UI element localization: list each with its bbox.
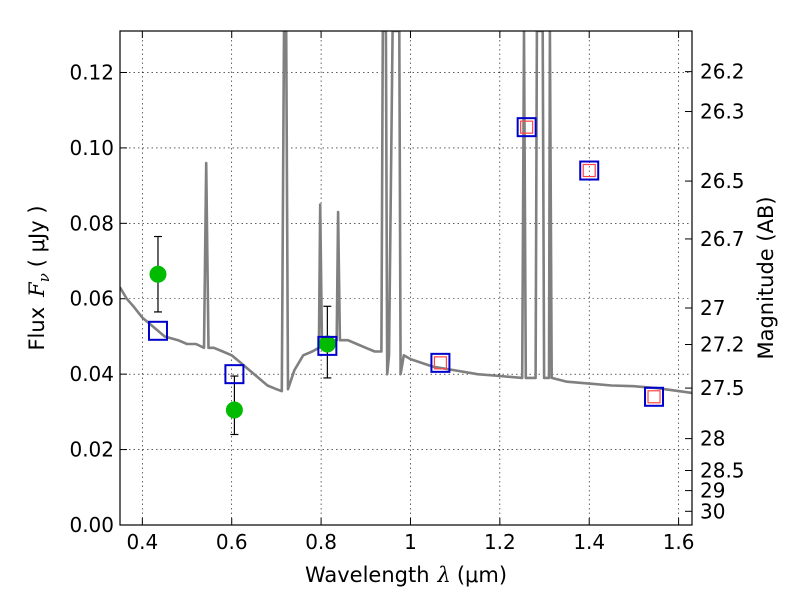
y-tick-label: 0.12 bbox=[69, 60, 114, 84]
y-tick-label: 0.00 bbox=[69, 513, 114, 537]
y-tick-label: 0.04 bbox=[69, 362, 114, 386]
x-tick-label: 1.4 bbox=[573, 530, 605, 554]
observed-point bbox=[318, 335, 336, 353]
x-axis-label-text: Wavelength bbox=[305, 563, 430, 587]
plot-frame bbox=[119, 30, 693, 526]
y-tick-label: 0.06 bbox=[69, 287, 114, 311]
right-y-tick-label: 26.3 bbox=[700, 100, 745, 124]
photometry-layer bbox=[147, 117, 665, 436]
right-y-tick-label: 26.7 bbox=[700, 227, 745, 251]
x-tick-label: 1 bbox=[404, 530, 417, 554]
x-axis-label: Wavelength λ (μm) bbox=[305, 563, 507, 587]
observed-point bbox=[149, 265, 167, 283]
right-y-tick-label: 26.2 bbox=[700, 60, 745, 84]
tick-labels: 0.4 0.6 0.8 1 1.2 1.4 1.6 0.00 0.02 0.04 0.06 0.08 0… bbox=[69, 60, 744, 554]
model-photometry-square bbox=[516, 117, 537, 138]
model-photometry-square bbox=[317, 335, 338, 356]
right-y-tick-label: 26.5 bbox=[700, 169, 745, 193]
model-photometry-square bbox=[147, 320, 168, 341]
right-y-tick-label: 28.5 bbox=[700, 458, 745, 482]
model-photometry-square bbox=[579, 160, 600, 181]
axis-ticks bbox=[120, 31, 692, 526]
y-axis-label-subscript: ν bbox=[35, 273, 53, 282]
model-photometry-square bbox=[644, 386, 665, 407]
upper-limit-square bbox=[433, 356, 448, 370]
y-tick-label: 0.10 bbox=[69, 136, 114, 160]
model-photometry-square bbox=[224, 364, 245, 385]
x-tick-label: 1.6 bbox=[663, 530, 695, 554]
upper-limit-square bbox=[647, 390, 661, 404]
model-sed-layer bbox=[120, 31, 692, 395]
right-y-tick-label: 29 bbox=[700, 479, 725, 503]
observed-point bbox=[225, 401, 243, 419]
right-axis-label: Magnitude (AB) bbox=[754, 196, 778, 359]
x-tick-label: 1.2 bbox=[484, 530, 516, 554]
model-photometry-square bbox=[430, 352, 451, 373]
right-y-tick-label: 27.2 bbox=[700, 333, 745, 357]
y-axis-label-text: Flux bbox=[25, 307, 49, 351]
x-axis-label-unit: (μm) bbox=[457, 563, 507, 587]
y-axis-label: Flux Fν ( μJy ) bbox=[25, 205, 53, 350]
x-tick-label: 0.4 bbox=[126, 530, 158, 554]
x-tick-label: 0.6 bbox=[216, 530, 248, 554]
right-y-tick-label: 30 bbox=[700, 499, 725, 523]
y-tick-label: 0.08 bbox=[69, 211, 114, 235]
y-tick-label: 0.02 bbox=[69, 438, 114, 462]
y-axis-label-unit: ( μJy ) bbox=[25, 205, 49, 267]
right-y-tick-label: 28 bbox=[700, 427, 725, 451]
x-tick-label: 0.8 bbox=[305, 530, 337, 554]
x-axis-label-symbol: λ bbox=[437, 563, 451, 587]
upper-limit-square bbox=[520, 120, 534, 134]
y-axis-label-symbol: F bbox=[25, 281, 49, 298]
model-sed-line bbox=[120, 31, 692, 395]
right-y-tick-label: 27.5 bbox=[700, 376, 745, 400]
right-y-tick-label: 27 bbox=[700, 296, 725, 320]
upper-limit-square bbox=[582, 163, 596, 178]
